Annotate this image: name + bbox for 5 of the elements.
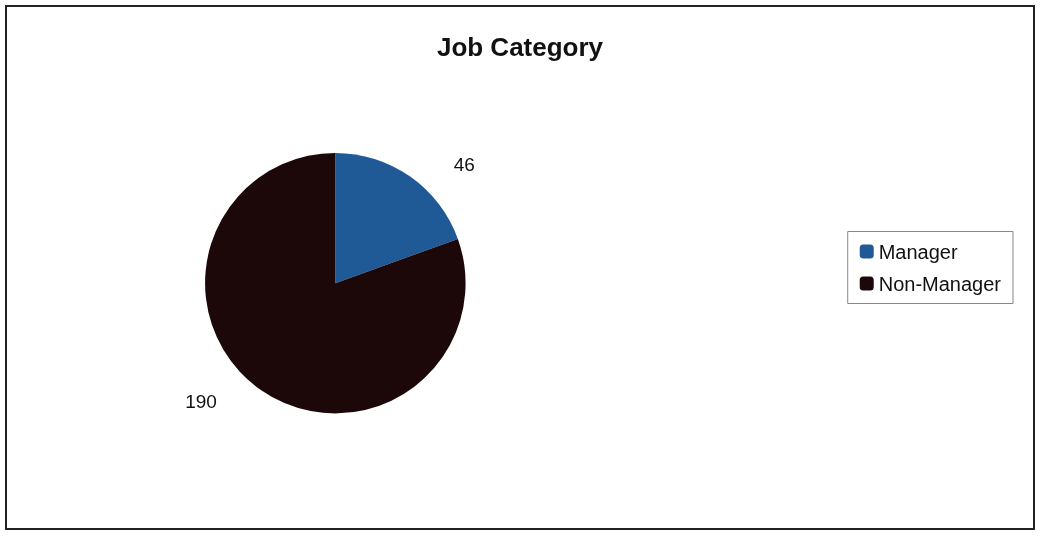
chart-title: Job Category xyxy=(436,32,604,62)
legend-label: Non-Manager xyxy=(878,272,1002,295)
data-label: 46 xyxy=(453,153,475,175)
data-label: 190 xyxy=(185,391,217,413)
legend-label: Manager xyxy=(878,240,958,263)
